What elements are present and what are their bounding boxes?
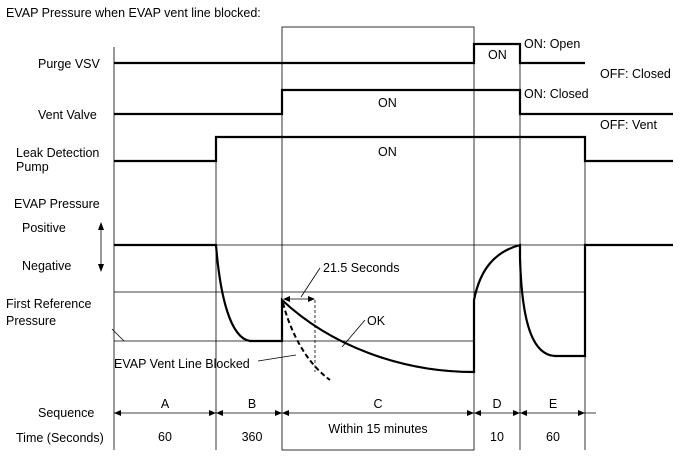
vent-on-state: ON: Closed — [524, 87, 589, 101]
seconds-label: 21.5 Seconds — [323, 261, 399, 275]
time-e: 60 — [546, 430, 560, 444]
blocked-label: EVAP Vent Line Blocked — [114, 357, 250, 371]
time-b: 360 — [242, 430, 263, 444]
label-vent-valve: Vent Valve — [38, 108, 97, 122]
label-sequence: Sequence — [38, 406, 94, 420]
sequence-e: E — [549, 397, 557, 411]
vent-on-label: ON — [378, 96, 397, 110]
blocked-leader — [257, 354, 297, 362]
evap-pressure-curve — [114, 243, 673, 374]
blocked-curve — [282, 302, 331, 381]
leak-pump-signal — [114, 135, 673, 163]
vent-off-state: OFF: Vent — [600, 118, 657, 132]
label-negative: Negative — [22, 259, 71, 273]
label-evap-pressure: EVAP Pressure — [14, 197, 100, 211]
purge-on-label: ON — [488, 48, 507, 62]
time-d: 10 — [490, 430, 504, 444]
label-time: Time (Seconds) — [16, 431, 104, 445]
phase-c-box — [281, 26, 475, 451]
diagram-title: EVAP Pressure when EVAP vent line blocke… — [6, 6, 261, 20]
label-first-ref-1: First Reference — [6, 297, 91, 311]
ok-label: OK — [367, 314, 386, 328]
purge-off-state: OFF: Closed — [600, 67, 671, 81]
sequence-b: B — [248, 397, 256, 411]
purge-vsv-signal — [114, 42, 585, 65]
seconds-leader — [300, 267, 321, 298]
sequence-dimension-arrows — [114, 410, 596, 416]
time-a: 60 — [158, 430, 172, 444]
sequence-a: A — [161, 397, 170, 411]
label-positive: Positive — [22, 221, 66, 235]
time-c: Within 15 minutes — [328, 422, 427, 436]
pump-on-label: ON — [378, 145, 397, 159]
label-first-ref-2: Pressure — [6, 314, 56, 328]
sequence-c: C — [373, 397, 382, 411]
label-purge-vsv: Purge VSV — [38, 57, 101, 71]
first-ref-leader — [111, 328, 125, 342]
label-leak-pump-2: Pump — [16, 160, 49, 174]
sequence-d: D — [492, 397, 501, 411]
axis-arrow-down-icon — [98, 264, 104, 272]
ok-leader — [341, 319, 366, 348]
seconds-arrow-right-icon — [308, 296, 315, 302]
purge-on-state: ON: Open — [524, 37, 580, 51]
seconds-arrow-left-icon — [283, 296, 290, 302]
axis-arrow-up-icon — [98, 222, 104, 230]
label-leak-pump-1: Leak Detection — [16, 146, 99, 160]
vent-valve-signal — [114, 88, 673, 116]
